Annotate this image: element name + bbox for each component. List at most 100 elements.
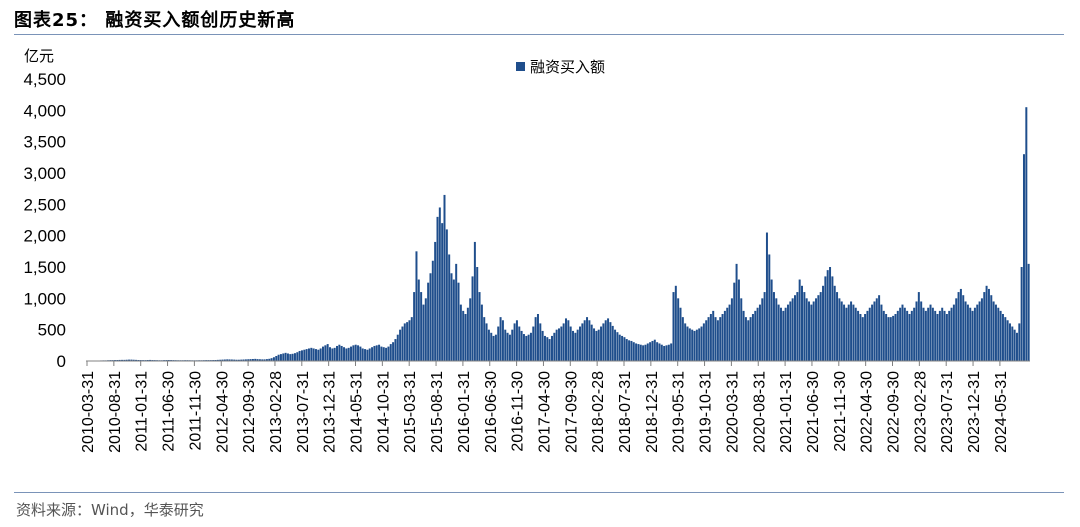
bar	[749, 317, 752, 361]
bar	[333, 347, 336, 361]
legend-swatch	[516, 62, 525, 71]
x-tick-label: 2020-03-31	[724, 371, 741, 453]
bar	[721, 314, 724, 361]
bar	[354, 344, 357, 361]
bar	[628, 340, 631, 361]
x-tick-label: 2016-01-31	[456, 371, 473, 453]
bar	[149, 359, 152, 361]
bar	[744, 317, 747, 361]
bar	[735, 263, 738, 361]
bar	[934, 310, 937, 361]
bar	[466, 307, 469, 361]
bar	[448, 254, 451, 361]
bar	[380, 346, 383, 361]
bar	[593, 328, 596, 361]
x-tick-label: 2011-01-31	[134, 371, 151, 452]
bar	[644, 344, 647, 361]
bar	[707, 317, 710, 361]
bar	[730, 298, 733, 361]
bar	[796, 292, 799, 361]
bar	[875, 298, 878, 361]
bar	[572, 330, 575, 361]
bar	[957, 292, 960, 361]
bar	[230, 359, 233, 361]
bar	[723, 310, 726, 361]
y-tick-label: 2,000	[23, 227, 66, 246]
bar	[976, 304, 979, 361]
bar	[385, 347, 388, 361]
y-tick-label: 1,000	[23, 289, 66, 308]
bar	[765, 232, 768, 361]
bar	[289, 354, 292, 361]
bar	[590, 324, 593, 361]
bar	[861, 317, 864, 361]
bar	[906, 310, 909, 361]
bar	[660, 344, 663, 361]
bar	[878, 295, 881, 361]
bar	[277, 354, 280, 361]
bar	[686, 326, 689, 361]
bar	[492, 335, 495, 361]
bar	[373, 345, 376, 361]
bar	[702, 323, 705, 361]
bar	[399, 329, 402, 361]
bar	[515, 320, 518, 361]
bar	[504, 329, 507, 361]
x-tick-label: 2018-07-31	[617, 371, 634, 453]
bar	[920, 301, 923, 361]
bar	[581, 323, 584, 361]
bar	[726, 307, 729, 361]
bar	[216, 359, 219, 361]
bar	[118, 359, 121, 361]
bar	[924, 310, 927, 361]
bar	[345, 348, 348, 361]
bar	[560, 326, 563, 361]
bar	[646, 343, 649, 361]
bar	[508, 334, 511, 361]
bar	[815, 298, 818, 361]
x-tick-label: 2013-07-31	[295, 371, 312, 453]
bar	[742, 310, 745, 361]
bar	[597, 329, 600, 361]
bar	[803, 292, 806, 361]
bar	[770, 279, 773, 361]
y-tick-label: 3,000	[23, 164, 66, 183]
footer-divider	[14, 492, 1064, 493]
bar	[242, 359, 245, 361]
bar	[576, 329, 579, 361]
x-tick-label: 2023-07-31	[939, 371, 956, 453]
bar	[616, 332, 619, 361]
bar	[1015, 332, 1018, 361]
bar	[258, 359, 261, 361]
bar	[322, 346, 324, 361]
bar	[658, 343, 661, 361]
bar	[303, 349, 306, 361]
bar	[490, 332, 493, 361]
bar	[324, 345, 327, 361]
bar	[695, 329, 698, 361]
bar	[331, 348, 334, 361]
bar	[611, 325, 614, 361]
bar	[768, 254, 771, 361]
bar	[740, 298, 743, 361]
bar	[994, 304, 997, 361]
bar	[268, 358, 271, 361]
bar	[901, 304, 904, 361]
bar	[936, 314, 939, 361]
bar	[247, 359, 250, 361]
bar	[871, 304, 874, 361]
bar	[978, 301, 981, 361]
bar	[499, 317, 502, 361]
bar	[543, 335, 546, 361]
bar	[413, 292, 416, 361]
bar	[455, 263, 458, 361]
bar	[1008, 323, 1011, 361]
bar	[908, 314, 911, 361]
bar	[272, 357, 275, 361]
title-divider	[14, 34, 1064, 35]
bar	[791, 298, 794, 361]
bar	[955, 298, 958, 361]
bar	[550, 335, 553, 361]
bar	[473, 241, 476, 361]
bar	[569, 326, 572, 361]
